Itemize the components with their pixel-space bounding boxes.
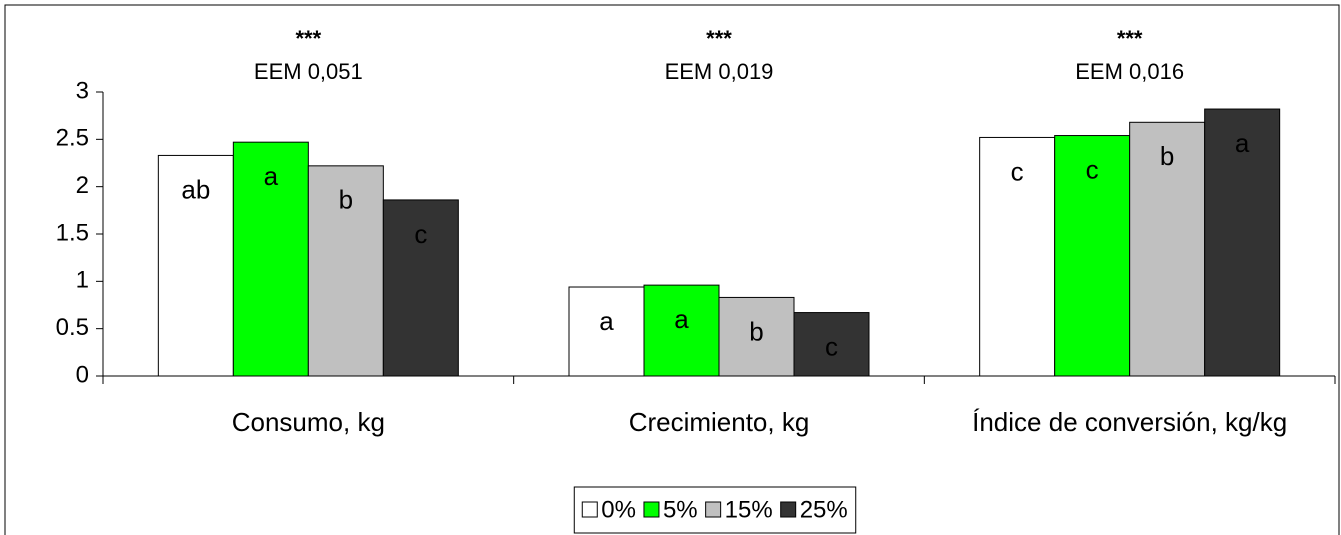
y-tick-label: 0: [76, 361, 89, 388]
legend-swatch: [780, 501, 797, 518]
y-tick-label: 1.5: [56, 219, 89, 246]
significance-label: c: [414, 219, 427, 249]
significance-label: c: [825, 331, 838, 361]
significance-label: b: [1160, 141, 1174, 171]
bar: [979, 136, 1056, 377]
x-tick-label: Crecimiento, kg: [629, 407, 810, 437]
annotation-text: EEM 0,051: [254, 59, 363, 84]
significance-label: a: [264, 161, 279, 191]
significance-label: b: [339, 185, 353, 215]
annotation-stars: ***: [295, 26, 321, 51]
significance-label: c: [1011, 156, 1024, 186]
bar: [1204, 108, 1281, 377]
annotation-stars: ***: [1117, 26, 1143, 51]
annotation-text: EEM 0,019: [665, 59, 774, 84]
y-tick-label: 2.5: [56, 125, 89, 152]
significance-label: c: [1086, 154, 1099, 184]
bar: [643, 284, 720, 377]
significance-label: a: [674, 304, 689, 334]
bar: [1054, 135, 1131, 377]
annotation-text: EEM 0,016: [1075, 59, 1184, 84]
annotation-stars: ***: [706, 26, 732, 51]
bar: [307, 165, 384, 377]
x-tick-label: Consumo, kg: [232, 407, 385, 437]
legend: 0% 5% 15% 25%: [573, 486, 857, 534]
bar: [382, 199, 459, 377]
legend-swatch: [581, 501, 598, 518]
bar: [793, 312, 870, 377]
significance-label: b: [749, 316, 763, 346]
significance-label: a: [599, 306, 614, 336]
x-tick-label: Índice de conversión, kg/kg: [972, 407, 1287, 437]
legend-label: 25%: [800, 496, 848, 523]
legend-swatch: [705, 501, 722, 518]
legend-swatch: [643, 501, 660, 518]
bar: [718, 296, 795, 377]
y-tick-label: 2: [76, 172, 89, 199]
significance-label: a: [1235, 128, 1250, 158]
y-tick-label: 3: [76, 77, 89, 104]
legend-label: 0%: [601, 496, 636, 523]
significance-label: ab: [181, 174, 210, 204]
legend-box: [573, 486, 857, 534]
bar: [568, 286, 645, 377]
bar: [1129, 121, 1206, 377]
legend-label: 5%: [663, 496, 698, 523]
chart-border: [4, 4, 1340, 535]
legend-label: 15%: [725, 496, 773, 523]
y-tick-label: 1: [76, 267, 89, 294]
y-tick-label: 0.5: [56, 314, 89, 341]
